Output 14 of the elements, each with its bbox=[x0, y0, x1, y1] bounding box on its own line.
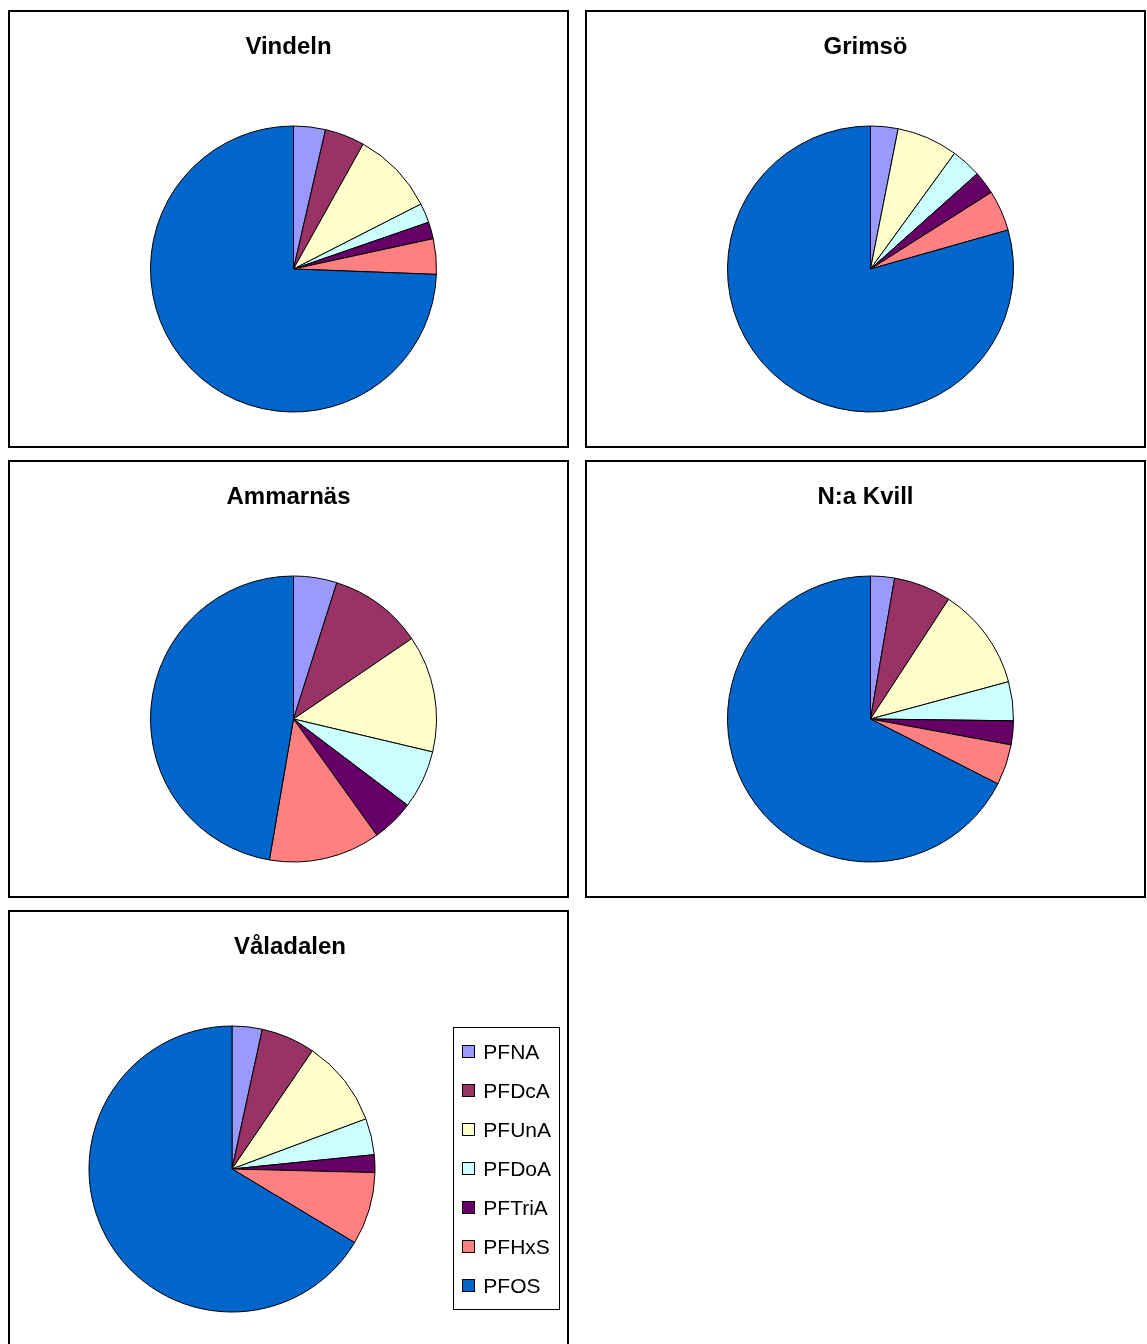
legend-label: PFNA bbox=[483, 1039, 540, 1064]
chart-title: Ammarnäs bbox=[225, 482, 352, 510]
legend-label: PFOS bbox=[483, 1273, 541, 1298]
legend-label: PFHxS bbox=[483, 1234, 550, 1259]
chart-title: Våladalen bbox=[232, 932, 348, 960]
legend-label: PFUnA bbox=[483, 1117, 551, 1142]
pie-slice bbox=[727, 125, 1014, 413]
legend-label: PFTriA bbox=[483, 1195, 548, 1220]
legend-label: PFDoA bbox=[483, 1156, 551, 1181]
chart-title: N:a Kvill bbox=[816, 482, 915, 510]
chart-title: Vindeln bbox=[244, 32, 333, 60]
pie-slice bbox=[150, 125, 437, 413]
chart-title: Grimsö bbox=[822, 32, 909, 60]
legend-label: PFDcA bbox=[483, 1078, 550, 1103]
